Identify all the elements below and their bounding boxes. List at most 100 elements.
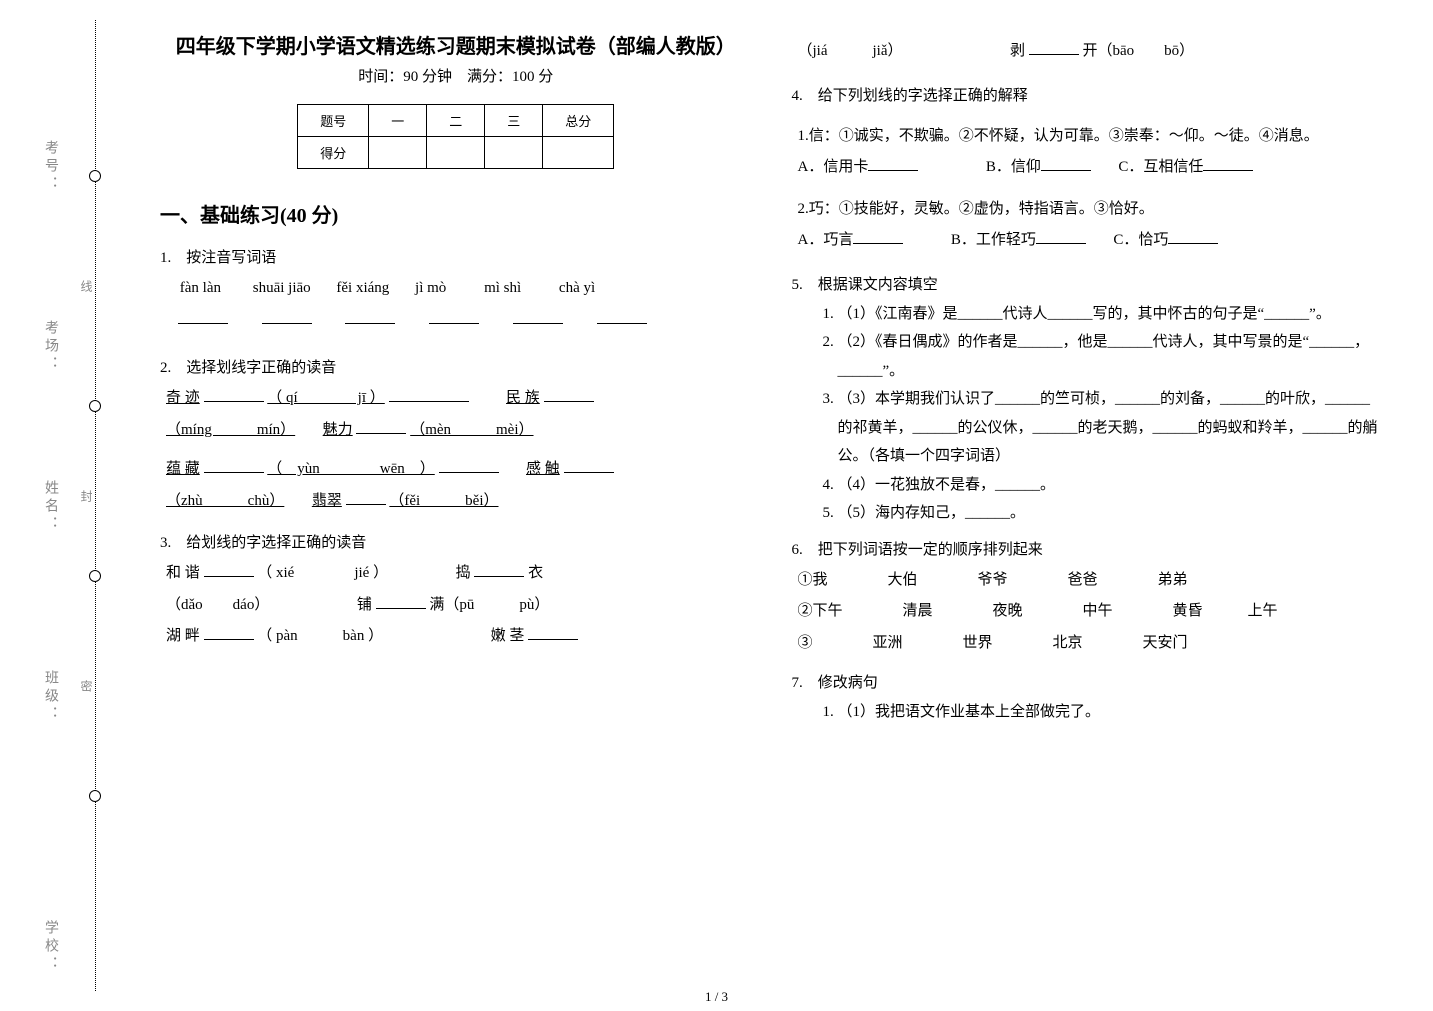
q3-word: 捣: [456, 565, 471, 581]
section-1-heading: 一、基础练习(40 分): [160, 199, 752, 228]
answer-blank[interactable]: [204, 458, 264, 473]
q2-paren: （ yùn wēn ）: [267, 461, 435, 477]
answer-blank[interactable]: [389, 387, 469, 402]
q3-word: 和 谐: [166, 565, 200, 581]
q5-item: （2）《春日偶成》的作者是______，他是______代诗人，其中写景的是“_…: [838, 328, 1384, 385]
gutter-label-exam-id: 考号：: [40, 140, 60, 194]
answer-blank[interactable]: [528, 625, 578, 640]
opt-c: C．恰巧: [1113, 232, 1168, 248]
answer-blank[interactable]: [204, 387, 264, 402]
q3-label: 3. 给划线的字选择正确的读音: [160, 531, 752, 552]
answer-blank[interactable]: [474, 562, 524, 577]
q3-paren: （ pàn bàn ）: [257, 628, 383, 644]
answer-blank[interactable]: [1029, 40, 1079, 55]
q3-row: 和 谐 （ xié jié ） 捣 衣: [166, 558, 752, 590]
th-3: 三: [485, 105, 543, 137]
table-row: 得分: [298, 137, 614, 169]
content-area: 四年级下学期小学语文精选练习题期末模拟试卷（部编人教版） 时间：90 分钟 满分…: [110, 0, 1433, 1011]
q2-word: 民 族: [506, 390, 540, 406]
q2-word: 翡翠: [312, 493, 342, 509]
th-num: 题号: [298, 105, 369, 137]
td-blank: [485, 137, 543, 169]
answer-blank[interactable]: [597, 309, 647, 324]
answer-blank[interactable]: [204, 562, 254, 577]
q3-row-top: （jiá jiǎ） 剥 开（bāo bō）: [798, 36, 1384, 68]
answer-blank[interactable]: [345, 309, 395, 324]
q3-row: （dǎo dáo） 铺 满（pū pù）: [166, 590, 752, 622]
left-column: 四年级下学期小学语文精选练习题期末模拟试卷（部编人教版） 时间：90 分钟 满分…: [140, 20, 772, 1001]
q2-paren: （ qí jī ）: [267, 390, 385, 406]
q5-item: （1）《江南春》是______代诗人______写的，其中怀古的句子是“____…: [838, 300, 1384, 329]
answer-blank[interactable]: [178, 309, 228, 324]
q6-row: ①我 大伯 爷爷 爸爸 弟弟: [798, 565, 1384, 597]
th-1: 一: [369, 105, 427, 137]
q2-word: 魅力: [323, 422, 353, 438]
pinyin: fàn làn: [180, 280, 221, 296]
answer-blank[interactable]: [439, 458, 499, 473]
th-2: 二: [427, 105, 485, 137]
q2-row: （zhù chù） 翡翠 （fěi běi）: [166, 486, 752, 518]
answer-blank[interactable]: [1036, 229, 1086, 244]
answer-blank[interactable]: [356, 419, 406, 434]
seal-label-xian: 线: [78, 280, 95, 292]
td-score-label: 得分: [298, 137, 369, 169]
td-blank: [427, 137, 485, 169]
q2-paren: （mèn mèi）: [410, 422, 533, 438]
page-number: 1 / 3: [0, 989, 1433, 1005]
q2-paren: （míng mín）: [166, 422, 295, 438]
q3-paren: （ xié jié ）: [257, 565, 388, 581]
answer-blank[interactable]: [1203, 156, 1253, 171]
answer-blank[interactable]: [513, 309, 563, 324]
q6-row: ②下午 清晨 夜晚 中午 黄昏 上午: [798, 596, 1384, 628]
gutter-circle: [89, 400, 101, 412]
q7-label: 7. 修改病句: [792, 671, 1384, 692]
q7-item: （1）我把语文作业基本上全部做完了。: [838, 698, 1384, 727]
q2-word: 奇 迹: [166, 390, 200, 406]
q2-row: 奇 迹 （ qí jī ） 民 族: [166, 383, 752, 415]
gutter-dotted-line: [95, 20, 96, 991]
q2-word: 感 触: [526, 461, 560, 477]
answer-blank[interactable]: [346, 490, 386, 505]
answer-blank[interactable]: [544, 387, 594, 402]
answer-blank[interactable]: [429, 309, 479, 324]
answer-blank[interactable]: [868, 156, 918, 171]
seal-label-feng: 封: [78, 490, 95, 502]
th-total: 总分: [543, 105, 614, 137]
answer-blank[interactable]: [1041, 156, 1091, 171]
answer-blank[interactable]: [376, 594, 426, 609]
pinyin: fěi xiáng: [336, 280, 389, 296]
q4-options1: A．信用卡 B．信仰 C．互相信任: [798, 152, 1384, 184]
answer-blank[interactable]: [564, 458, 614, 473]
q2-row: （míng mín） 魅力 （mèn mèi）: [166, 415, 752, 447]
td-blank: [543, 137, 614, 169]
exam-subtitle: 时间：90 分钟 满分：100 分: [160, 65, 752, 86]
binding-gutter: 考号： 考场： 姓名： 班级： 学校： 线 封 密: [0, 0, 110, 1011]
q5-item: （4）一花独放不是春，______。: [838, 471, 1384, 500]
q2-row: 蕴 藏 （ yùn wēn ） 感 触: [166, 454, 752, 486]
answer-blank[interactable]: [262, 309, 312, 324]
answer-blank[interactable]: [204, 625, 254, 640]
q2-paren: （zhù chù）: [166, 493, 284, 509]
q5-item: （5）海内存知己，______。: [838, 499, 1384, 528]
q5-item: （3）本学期我们认识了______的竺可桢，______的刘备，______的叶…: [838, 385, 1384, 471]
gutter-circle: [89, 790, 101, 802]
table-row: 题号 一 二 三 总分: [298, 105, 614, 137]
q4-block1: 1.信：①诚实，不欺骗。②不怀疑，认为可靠。③崇奉：～仰。～徒。④消息。: [798, 121, 1384, 153]
exam-title: 四年级下学期小学语文精选练习题期末模拟试卷（部编人教版）: [160, 30, 752, 59]
q3-word: 嫩 茎: [491, 628, 525, 644]
q1-label: 1. 按注音写词语: [160, 246, 752, 267]
right-column: （jiá jiǎ） 剥 开（bāo bō） 4. 给下列划线的字选择正确的解释 …: [772, 20, 1404, 1001]
q3-tail: 满（pū pù）: [429, 597, 549, 613]
q2-paren: （fěi běi）: [389, 493, 498, 509]
answer-blank[interactable]: [853, 229, 903, 244]
seal-label-mi: 密: [78, 680, 95, 692]
q3-paren: （dǎo dáo）: [166, 597, 269, 613]
gutter-circle: [89, 170, 101, 182]
q2-word: 蕴 藏: [166, 461, 200, 477]
answer-blank[interactable]: [1168, 229, 1218, 244]
q4-block2: 2.巧：①技能好，灵敏。②虚伪，特指语言。③恰好。: [798, 194, 1384, 226]
opt-b: B．信仰: [986, 159, 1041, 175]
pinyin: shuāi jiāo: [253, 280, 311, 296]
opt-a: A．信用卡: [798, 159, 869, 175]
q1-pinyin-row: fàn làn shuāi jiāo fěi xiáng jì mò mì sh…: [166, 273, 752, 305]
